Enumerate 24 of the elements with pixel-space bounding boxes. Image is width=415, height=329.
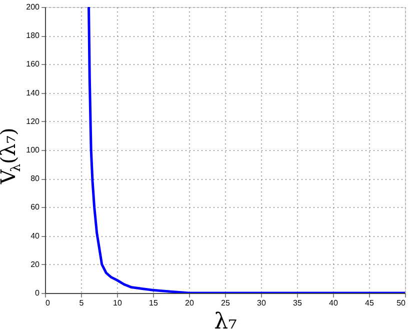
y-tick-label: 0 (35, 288, 40, 298)
y-tick-label: 200 (26, 2, 40, 12)
y-tick-label: 160 (26, 60, 40, 69)
y-tick-label: 100 (26, 146, 40, 154)
x-tick-label: 20 (185, 298, 194, 308)
y-axis-title: Vλ(λ₇) (0, 128, 24, 185)
y-tick-label: 120 (26, 116, 40, 126)
y-tick-label: 180 (26, 31, 40, 40)
x-tick-label: 40 (329, 298, 338, 308)
x-tick-label: 10 (113, 298, 122, 308)
y-tick-label: 20 (30, 260, 40, 269)
y-tick-label: 40 (30, 231, 40, 240)
x-tick-label: 50 (396, 298, 406, 308)
x-tick-label: 45 (365, 298, 374, 308)
y-tick-label: 140 (26, 88, 40, 98)
x-tick-label: 30 (257, 298, 266, 308)
y-tick-label: 60 (30, 202, 40, 212)
x-tick-label: 0 (46, 298, 50, 308)
x-axis-title: λ₇ (214, 310, 238, 329)
x-tick-label: 5 (79, 298, 84, 308)
y-tick-label: 80 (30, 174, 40, 184)
x-tick-label: 15 (149, 298, 158, 308)
x-tick-label: 35 (293, 298, 302, 308)
x-tick-label: 25 (221, 298, 230, 308)
